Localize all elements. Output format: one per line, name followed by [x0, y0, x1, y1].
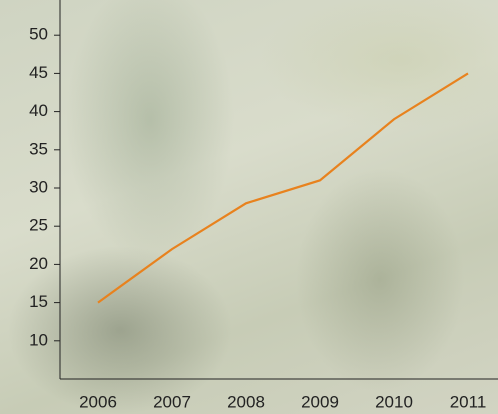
x-tick-label: 2009 [301, 392, 339, 411]
screen: 10 15 20 25 30 35 40 45 50 2006 2007 2008 2009 2010 20… [0, 0, 498, 414]
y-tick-label: 45 [29, 63, 48, 82]
y-tick-label: 35 [29, 139, 48, 158]
y-tick-label: 40 [29, 101, 48, 120]
chart: 10 15 20 25 30 35 40 45 50 2006 2007 2008 2009 2010 20… [0, 0, 498, 414]
y-tick-label: 10 [29, 330, 48, 349]
y-tick-label: 15 [29, 292, 48, 311]
y-tick-label: 25 [29, 216, 48, 235]
x-tick-label: 2010 [375, 392, 413, 411]
x-tick-label: 2007 [153, 392, 191, 411]
line [98, 73, 468, 302]
y-tick-label: 30 [29, 177, 48, 196]
x-tick-label: 2008 [227, 392, 265, 411]
y-tick-label: 50 [29, 25, 48, 44]
x-tick-label: 2006 [79, 392, 117, 411]
y-tick-label: 20 [29, 254, 48, 273]
x-tick-label: 2011 [450, 392, 487, 411]
